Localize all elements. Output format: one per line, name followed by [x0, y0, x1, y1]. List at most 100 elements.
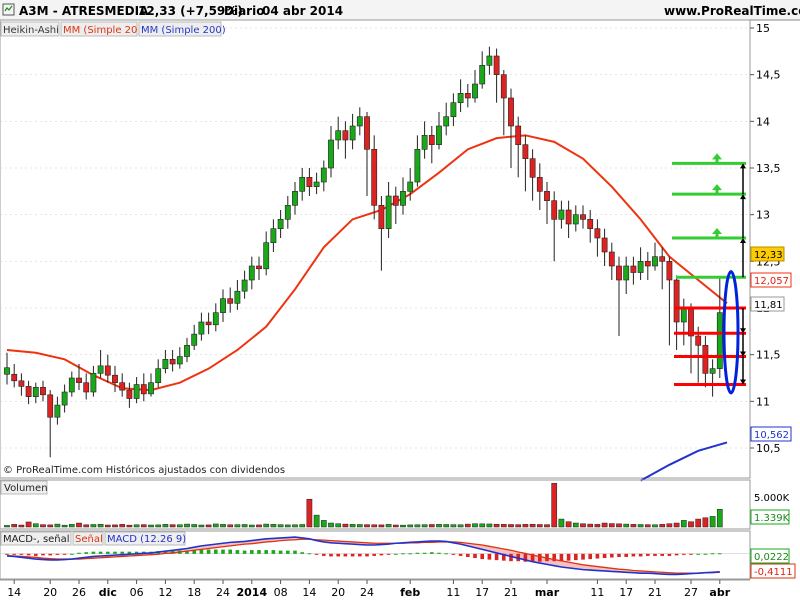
- macd-histogram-bar: [322, 553, 326, 556]
- legend-mm200[interactable]: [138, 21, 222, 37]
- volume-bar: [479, 523, 486, 528]
- macd-histogram-bar: [307, 553, 312, 555]
- candle-body: [198, 321, 205, 335]
- macd-histogram-bar: [185, 550, 189, 554]
- legend-heikin-ashi[interactable]: [0, 21, 60, 37]
- volume-bar: [608, 523, 615, 528]
- symbol-box-icon[interactable]: [2, 3, 15, 16]
- x-tick-label: 12: [158, 586, 172, 599]
- macd-histogram-bar: [314, 553, 319, 555]
- volume-bar: [284, 524, 291, 528]
- macd-histogram-bar: [595, 553, 600, 559]
- macd-title-box[interactable]: [104, 531, 186, 546]
- title-bar: [0, 0, 800, 20]
- macd-histogram-bar: [581, 553, 585, 560]
- macd-histogram-bar: [451, 553, 456, 555]
- up-arrow-icon: [740, 194, 746, 200]
- volume-bar: [407, 524, 414, 528]
- candle-body: [500, 74, 507, 99]
- volume-bar: [508, 524, 514, 528]
- macd-histogram-bar: [264, 550, 268, 554]
- volume-bar: [212, 523, 219, 528]
- macd-histogram-bar: [638, 553, 643, 557]
- legend-mm20-label: MM (Simple 20): [63, 25, 141, 36]
- macd-histogram-bar: [350, 553, 355, 557]
- macd-histogram-bar: [206, 549, 211, 554]
- candle-body: [328, 139, 334, 169]
- indicator-legend: Heikin-Ashi MM (Simple 20) MM (Simple 20…: [0, 21, 226, 37]
- candle-body: [601, 237, 608, 253]
- macd-histogram-bar: [34, 553, 38, 556]
- macd-histogram-bar: [624, 553, 628, 557]
- candle-body: [414, 149, 421, 183]
- volume-bar: [551, 483, 558, 528]
- volume-bar: [529, 523, 536, 528]
- signal-title-box[interactable]: [72, 531, 104, 546]
- candle-body: [234, 290, 241, 304]
- macd-histogram-bar: [127, 551, 132, 554]
- volume-bar: [385, 524, 392, 528]
- candle-body: [392, 195, 399, 206]
- title-bar-content: A3M - ATRESMEDIA 12,33 (+7,59%) Diario 0…: [2, 3, 800, 18]
- legend-mm20[interactable]: [60, 21, 138, 37]
- volume-bar: [320, 520, 327, 528]
- volume-bar: [659, 524, 666, 528]
- volume-bar: [572, 522, 579, 528]
- volume-bar: [155, 524, 162, 528]
- volume-bar: [472, 523, 478, 528]
- candle-body: [544, 191, 550, 201]
- symbol-name: A3M - ATRESMEDIA: [19, 4, 149, 18]
- candle-body: [76, 377, 82, 383]
- macd-histogram-bar: [192, 550, 196, 554]
- macd-plot: [0, 536, 750, 576]
- volume-bar: [97, 523, 104, 528]
- candle-body: [277, 219, 284, 229]
- macd-histogram-bar: [106, 551, 110, 554]
- volume-bar: [54, 523, 61, 528]
- macd-histogram-bar: [26, 553, 31, 556]
- volume-bar: [40, 524, 46, 528]
- macd-histogram-bar: [386, 553, 391, 555]
- volume-bar: [335, 523, 342, 528]
- volume-bar: [83, 524, 90, 528]
- candle-body: [594, 228, 601, 239]
- candle-body: [637, 261, 644, 273]
- date-axis: 14 20 26 dic 06 12 18 24 2014 08 14 20 24 feb 11 17 21 ma…: [7, 580, 731, 599]
- volume-bar: [414, 524, 421, 528]
- volume-bar: [644, 524, 651, 528]
- volume-bar: [421, 524, 428, 528]
- macd-histogram-bar: [444, 553, 448, 555]
- x-tick-label: 2014: [236, 586, 267, 599]
- price-badges: 12,33 12,057 11,81 10,562: [750, 246, 792, 442]
- macd-histogram-bar: [574, 553, 578, 561]
- candle-body: [104, 365, 111, 376]
- macd-histogram-bar: [466, 553, 470, 557]
- candle-body: [191, 333, 198, 346]
- volume-title-box[interactable]: [0, 480, 48, 495]
- site-label[interactable]: www.ProRealTime.com: [664, 4, 800, 18]
- macd-histogram-bar: [703, 553, 708, 555]
- volume-bar: [580, 523, 586, 528]
- volume-bar: [32, 523, 39, 528]
- candle-body: [536, 177, 543, 192]
- candle-body: [457, 93, 464, 103]
- x-tick-label: 21: [648, 586, 662, 599]
- macd-signal-title-box[interactable]: [0, 531, 72, 546]
- candle-body: [227, 298, 234, 304]
- macd-series: [6, 536, 720, 576]
- candle-body: [608, 251, 615, 267]
- macd-histogram-bar: [235, 550, 240, 554]
- candle-body: [400, 191, 406, 206]
- candle-body: [479, 65, 486, 85]
- candle-body: [292, 191, 298, 206]
- macd-histogram-bar: [480, 553, 484, 560]
- macd-histogram-bar: [48, 553, 52, 556]
- volume-bar: [400, 524, 406, 528]
- macd-histogram-bar: [242, 550, 247, 554]
- macd-histogram-bar: [293, 550, 297, 554]
- volume-bar: [205, 524, 212, 528]
- volume-bar: [630, 524, 637, 528]
- macd-histogram-bar: [98, 551, 103, 554]
